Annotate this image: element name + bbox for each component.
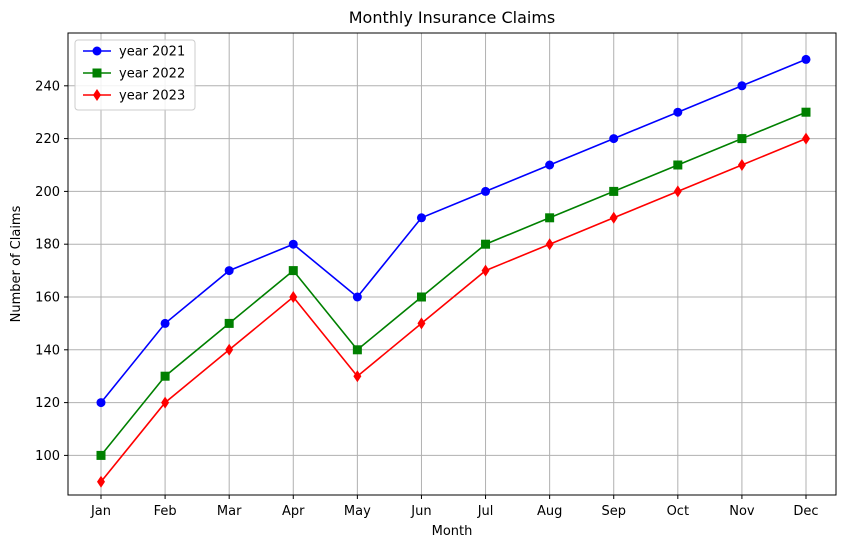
y-tick-label: 120: [35, 396, 60, 411]
data-point: [673, 160, 683, 170]
data-point: [353, 370, 362, 383]
x-axis: Jan Feb Mar Apr May Jun Jul Aug Sep Oct Nov Dec: [90, 495, 819, 519]
data-point: [289, 291, 298, 303]
legend-marker: [93, 89, 101, 101]
y-tick-label: 220: [35, 132, 60, 147]
data-point: [288, 239, 298, 249]
data-point: [416, 213, 426, 223]
data-point: [673, 185, 682, 198]
y-axis: 100 120 140 160 180 200 220 240: [35, 79, 68, 464]
x-tick-label: Nov: [729, 504, 755, 519]
chart-title: Monthly Insurance Claims: [349, 8, 556, 27]
plot-area-frame: [67, 32, 837, 496]
x-tick-label: Dec: [793, 504, 818, 519]
legend-item: year 2023: [83, 89, 185, 104]
x-tick-label: Aug: [537, 504, 562, 519]
data-point: [801, 54, 811, 64]
x-tick-label: Jan: [90, 504, 111, 519]
legend-label: year 2021: [119, 45, 185, 60]
series-3: [97, 132, 810, 488]
data-point: [801, 107, 811, 117]
legend-label: year 2022: [119, 67, 185, 82]
x-tick-label: Mar: [217, 504, 242, 519]
data-point: [96, 398, 106, 408]
data-point: [545, 160, 555, 170]
data-point: [673, 107, 683, 117]
legend-marker: [92, 46, 102, 56]
data-point: [416, 292, 426, 302]
data-point: [481, 186, 491, 196]
legend: year 2021 year 2022 year 2023: [74, 39, 196, 111]
x-tick-label: Feb: [154, 504, 177, 519]
data-point: [160, 318, 170, 328]
series-2: [96, 107, 811, 460]
data-point: [481, 264, 490, 277]
legend-item: year 2021: [83, 45, 185, 60]
legend-box: [74, 39, 196, 111]
legend-item: year 2022: [83, 67, 185, 82]
x-tick-label: Sep: [601, 504, 626, 519]
data-point: [160, 371, 170, 381]
data-point: [225, 343, 234, 356]
data-point: [97, 475, 105, 488]
data-point: [352, 345, 362, 355]
data-point: [545, 213, 555, 223]
data-point: [352, 292, 362, 302]
data-point: [609, 186, 619, 196]
series-group: [96, 54, 811, 488]
series-1: [96, 54, 811, 408]
series-line: [100, 137, 807, 483]
y-tick-label: 160: [35, 291, 60, 306]
data-point: [609, 134, 619, 144]
series-line: [100, 111, 807, 456]
x-tick-label: Jul: [477, 504, 494, 519]
data-point: [802, 132, 810, 145]
x-axis-title: Month: [432, 524, 473, 539]
data-point: [737, 81, 747, 91]
legend-marker: [92, 68, 102, 78]
y-tick-label: 200: [35, 185, 60, 200]
series-line: [100, 58, 807, 404]
legend-label: year 2023: [119, 89, 185, 104]
data-point: [161, 396, 170, 409]
x-tick-label: Apr: [282, 504, 305, 519]
data-point: [545, 238, 554, 251]
x-tick-label: Oct: [667, 504, 689, 519]
data-point: [96, 450, 106, 460]
data-point: [288, 266, 298, 276]
data-point: [417, 317, 426, 330]
y-tick-label: 240: [35, 79, 60, 94]
x-tick-label: May: [344, 504, 371, 519]
data-point: [737, 159, 746, 171]
x-tick-label: Jun: [410, 504, 431, 519]
y-tick-label: 180: [35, 238, 60, 253]
y-tick-label: 140: [35, 343, 60, 358]
data-point: [737, 134, 747, 144]
data-point: [224, 318, 234, 328]
y-axis-title: Number of Claims: [9, 205, 24, 322]
y-tick-label: 100: [35, 449, 60, 464]
data-point: [481, 239, 491, 249]
data-point: [224, 266, 234, 276]
data-point: [609, 211, 618, 224]
